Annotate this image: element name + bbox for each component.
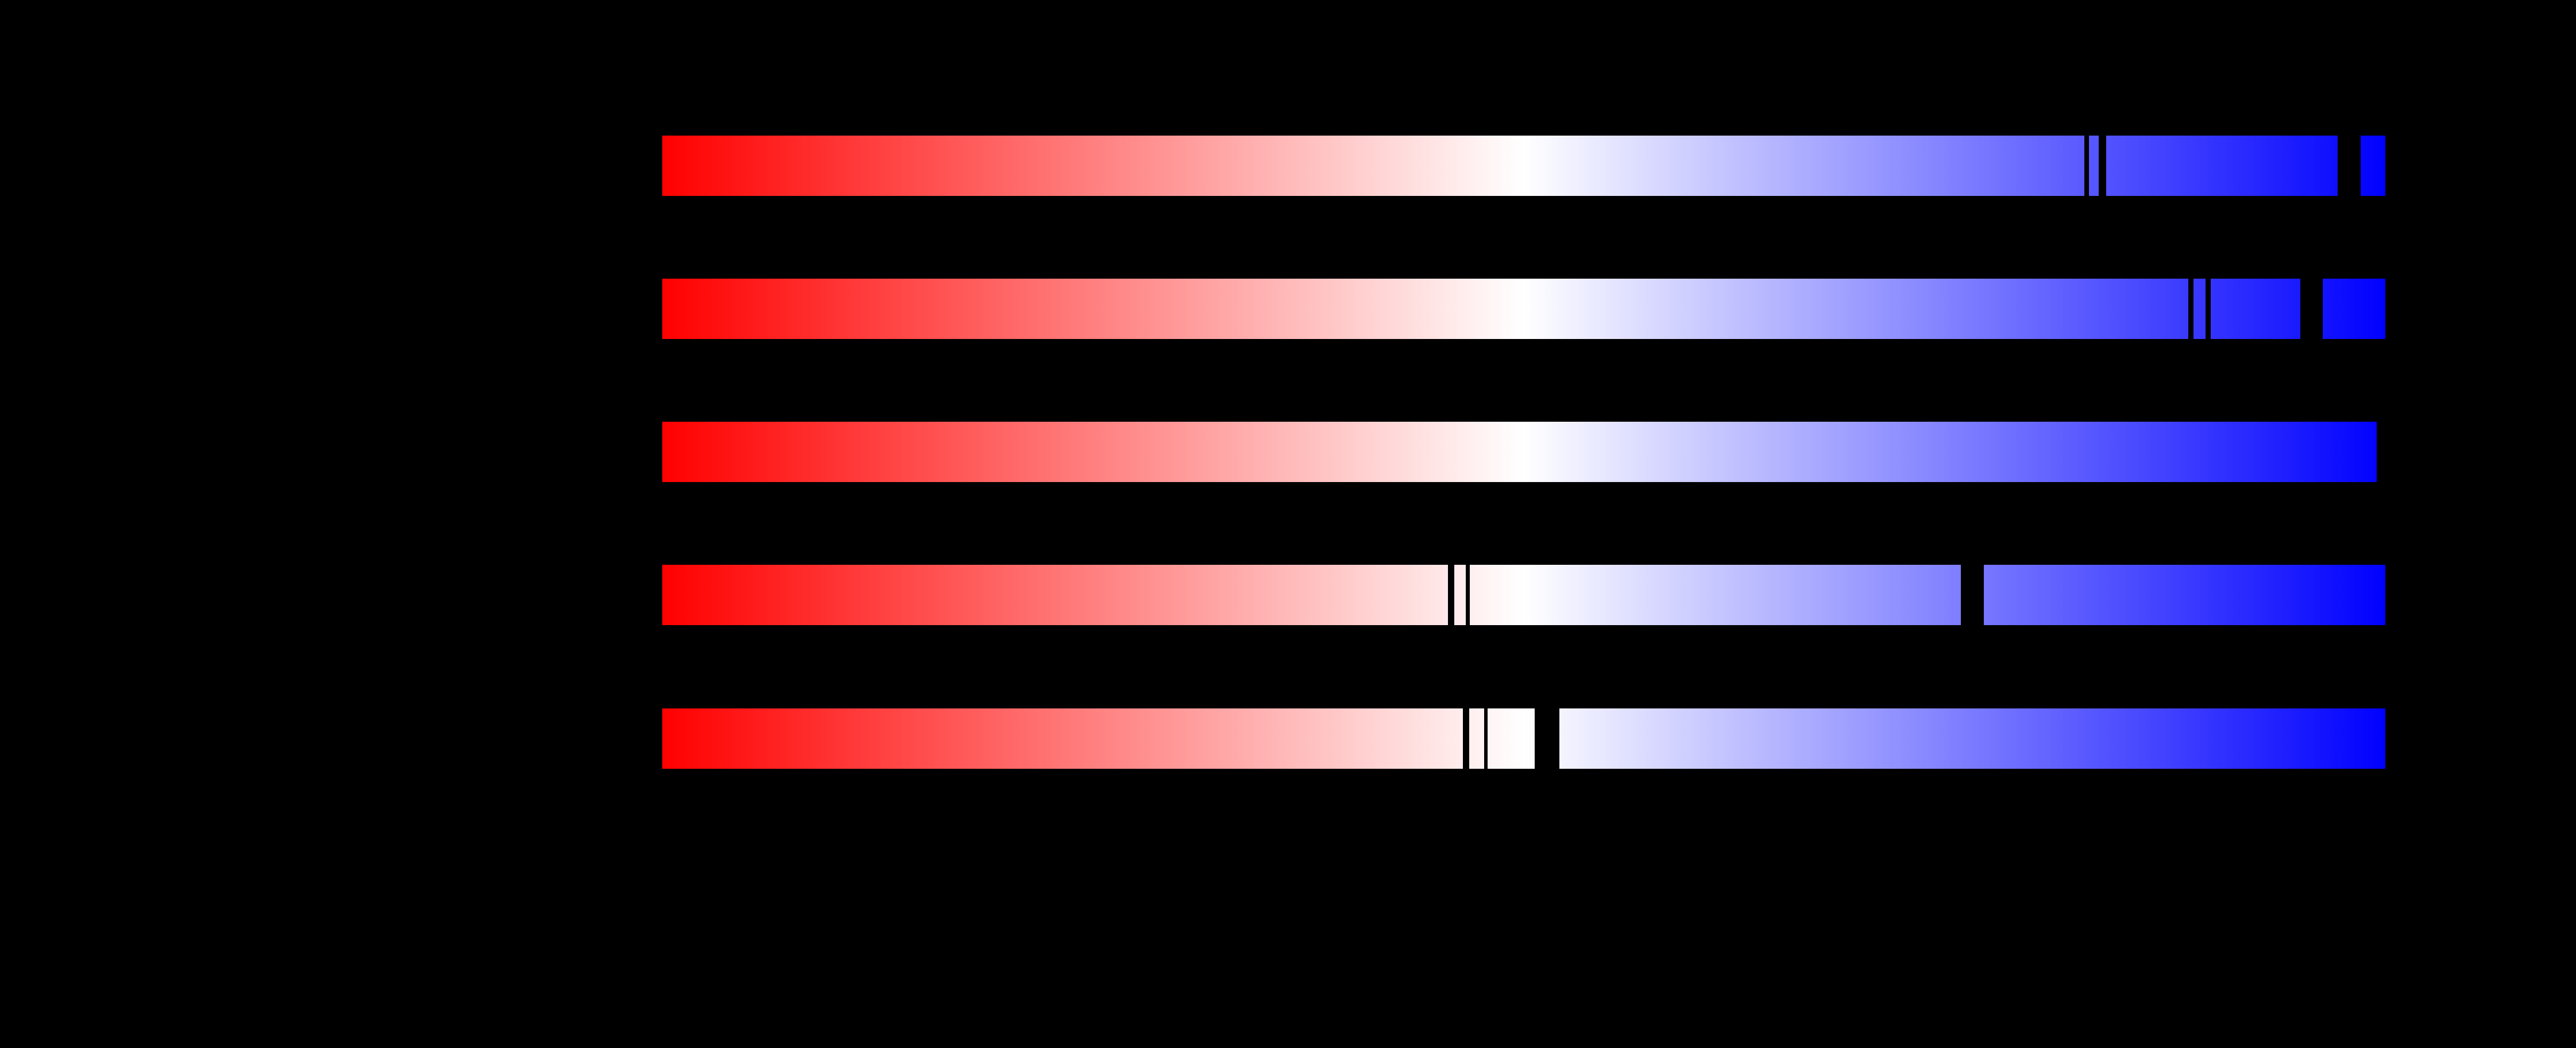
bar-gap-marker: [2206, 279, 2211, 339]
bar-gap-marker: [1448, 565, 1454, 625]
bar-gap-marker: [1466, 565, 1470, 625]
bar-gap-marker: [2099, 136, 2106, 196]
gradient-bar-row-4: [662, 565, 2385, 625]
gradient-bar-row-1: [662, 136, 2385, 196]
bar-gap-marker: [2300, 279, 2323, 339]
bar-gap-marker: [1463, 708, 1469, 769]
bar-gap-marker: [1961, 565, 1984, 625]
bar-gap-marker: [1484, 708, 1488, 769]
bar-gap-marker: [2338, 136, 2361, 196]
gradient-bar-row-5: [662, 708, 2385, 769]
bar-gap-marker: [1535, 708, 1559, 769]
gradient-bar-row-3: [662, 422, 2377, 482]
bar-gap-marker: [2084, 136, 2089, 196]
gradient-bar-row-2: [662, 279, 2385, 339]
bar-gap-marker: [2188, 279, 2193, 339]
